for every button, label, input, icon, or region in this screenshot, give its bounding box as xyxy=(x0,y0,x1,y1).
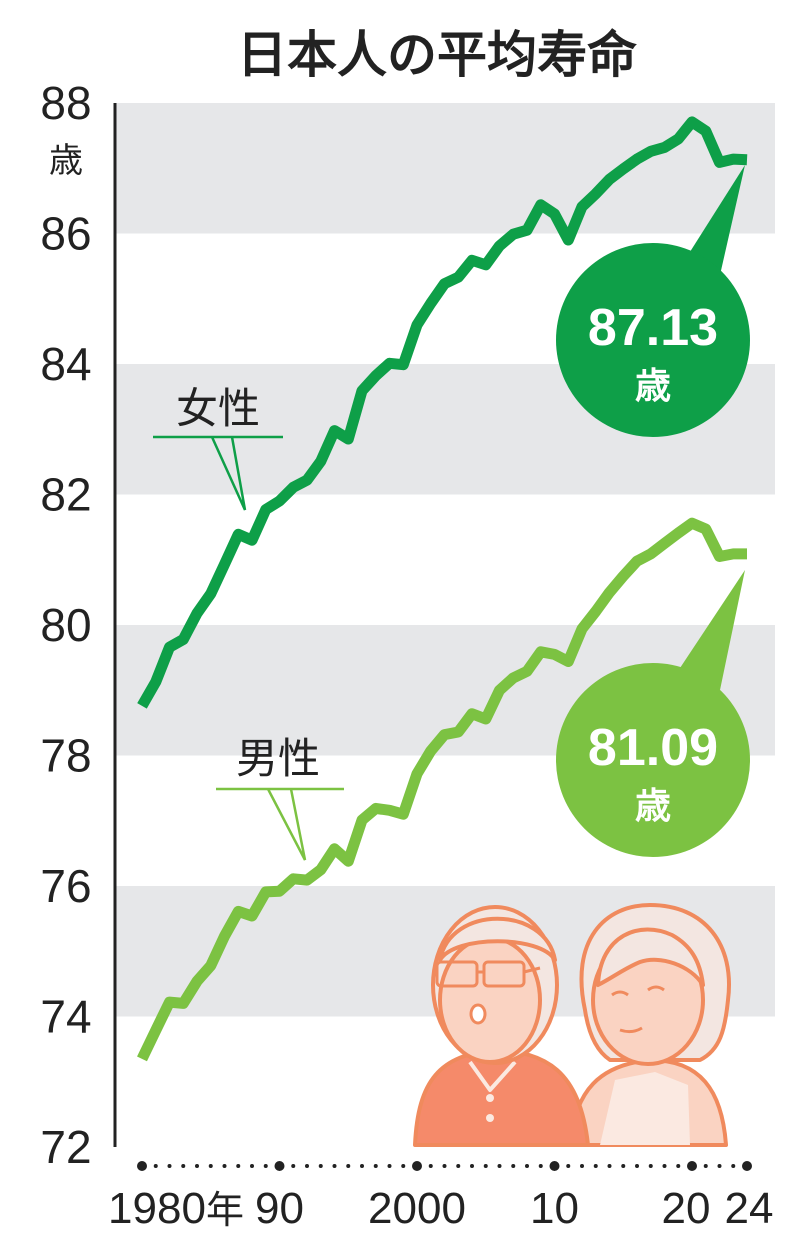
x-tick-label: 20 xyxy=(662,1184,711,1233)
x-tick-minor xyxy=(153,1164,158,1168)
x-axis: 1980年 90 2000 10 20 24 xyxy=(108,1161,773,1233)
x-tick-minor xyxy=(676,1164,681,1168)
x-tick-minor xyxy=(401,1164,406,1168)
chart-title: 日本人の平均寿命 xyxy=(237,26,637,84)
x-tick-label: 90 xyxy=(255,1184,304,1233)
y-tick-label: 86 xyxy=(40,208,91,260)
x-tick-minor xyxy=(497,1164,502,1168)
x-tick-minor xyxy=(346,1164,351,1168)
callout-female: 87.13 歳 xyxy=(556,165,750,437)
callout-circle-female xyxy=(556,243,750,437)
x-tick-minor xyxy=(470,1164,474,1168)
x-tick-minor xyxy=(428,1164,433,1168)
x-tick-major xyxy=(687,1161,697,1171)
y-tick-label: 88 xyxy=(40,77,91,129)
x-tick-minor xyxy=(593,1164,598,1168)
series-label-male-group: 男性 xyxy=(216,734,344,861)
woman-illustration xyxy=(568,903,731,1147)
series-label-female: 女性 xyxy=(176,384,260,433)
x-tick-label: 1980年 xyxy=(108,1184,244,1233)
x-tick-minor xyxy=(635,1164,639,1168)
y-tick-label: 82 xyxy=(40,469,91,521)
x-tick-minor xyxy=(181,1164,186,1168)
callout-value-female: 87.13 xyxy=(588,299,718,357)
x-tick-major xyxy=(412,1161,422,1171)
x-tick-minor xyxy=(580,1164,584,1168)
x-tick-minor xyxy=(360,1164,364,1168)
callout-male: 81.09 歳 xyxy=(556,570,750,857)
x-tick-label: 24 xyxy=(725,1184,774,1233)
series-line-female xyxy=(137,116,748,709)
callout-unit-male: 歳 xyxy=(635,786,671,827)
y-axis-ticks: 72 74 76 78 80 82 84 86 88 xyxy=(40,77,91,1173)
x-tick-label: 10 xyxy=(530,1184,579,1233)
elderly-couple-illustration xyxy=(413,903,731,1147)
x-tick-minor xyxy=(208,1164,213,1168)
callout-tail-female xyxy=(688,165,745,275)
x-tick-minor xyxy=(373,1164,378,1168)
callout-value-male: 81.09 xyxy=(588,719,718,777)
leader-line-male xyxy=(216,787,344,861)
x-tick-major xyxy=(742,1161,752,1171)
x-tick-minor xyxy=(236,1164,241,1168)
x-tick-minor xyxy=(621,1164,626,1168)
x-tick-minor xyxy=(442,1164,447,1168)
x-tick-minor xyxy=(222,1164,227,1168)
x-tick-minor xyxy=(538,1164,543,1168)
x-tick-minor xyxy=(456,1164,461,1168)
x-tick-minor xyxy=(717,1164,722,1168)
x-tick-minor xyxy=(250,1164,254,1168)
y-tick-label: 80 xyxy=(40,599,91,651)
series-label-female-group: 女性 xyxy=(153,384,283,511)
x-tick-major xyxy=(137,1161,147,1171)
x-tick-major xyxy=(274,1161,285,1171)
series-line-male xyxy=(137,517,747,1062)
x-tick-major xyxy=(549,1161,560,1171)
y-tick-label: 78 xyxy=(40,730,91,782)
y-tick-label: 72 xyxy=(40,1121,91,1173)
x-tick-minor xyxy=(291,1164,296,1168)
x-tick-minor xyxy=(332,1164,337,1168)
x-tick-minor xyxy=(731,1164,736,1168)
x-tick-minor xyxy=(318,1164,323,1168)
x-tick-minor xyxy=(167,1164,172,1168)
x-tick-minor xyxy=(483,1164,488,1168)
y-tick-label: 84 xyxy=(40,338,91,390)
x-tick-minor xyxy=(607,1164,612,1168)
x-tick-minor xyxy=(703,1164,708,1168)
callout-circle-male xyxy=(556,663,750,857)
grid-bands xyxy=(115,103,775,1017)
x-tick-label: 2000 xyxy=(368,1184,466,1233)
x-tick-minor xyxy=(195,1164,199,1168)
y-axis-unit: 歳 xyxy=(49,141,83,181)
series-label-male: 男性 xyxy=(236,734,320,783)
leader-line-female xyxy=(153,435,283,511)
x-tick-minor xyxy=(525,1164,529,1168)
x-tick-minor xyxy=(263,1164,268,1168)
callout-unit-female: 歳 xyxy=(635,366,671,407)
y-tick-label: 74 xyxy=(40,991,91,1043)
x-tick-minor xyxy=(648,1164,653,1168)
callout-tail-male xyxy=(680,570,745,690)
x-tick-minor xyxy=(566,1164,571,1168)
x-tick-minor xyxy=(305,1164,309,1168)
grid-band xyxy=(115,103,775,234)
x-tick-minor xyxy=(387,1164,392,1168)
x-tick-minor xyxy=(511,1164,516,1168)
man-illustration xyxy=(413,905,590,1147)
x-tick-minor xyxy=(662,1164,667,1168)
y-tick-label: 76 xyxy=(40,860,91,912)
